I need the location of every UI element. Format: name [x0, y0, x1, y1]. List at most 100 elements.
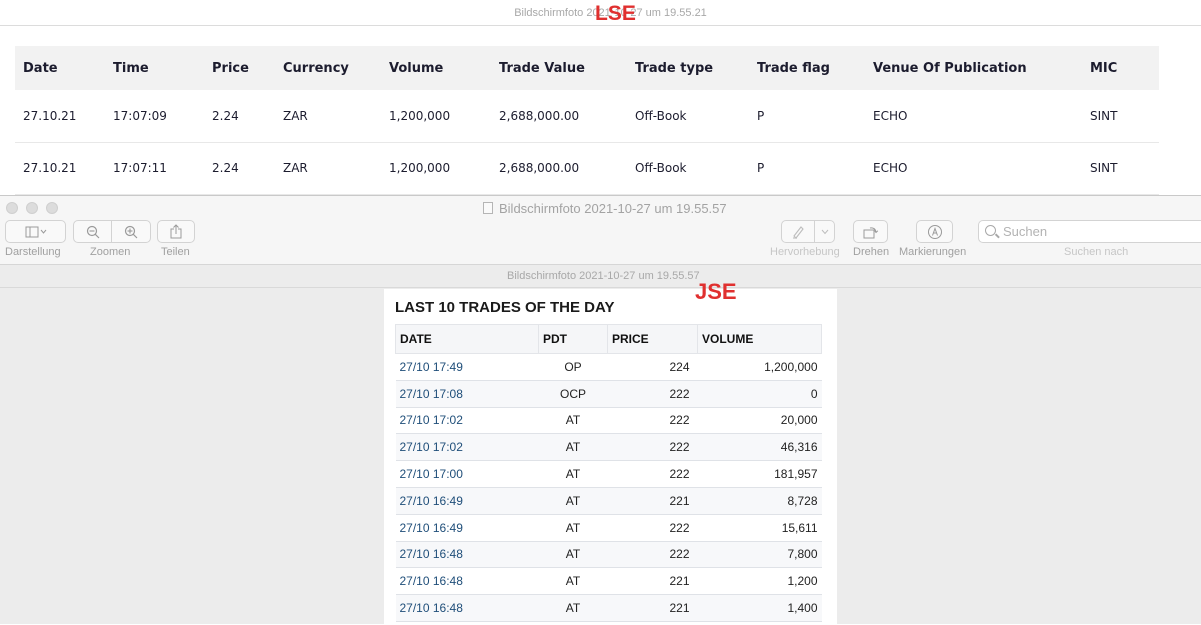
jse-cell-date[interactable]: 27/10 16:49 [395, 514, 539, 542]
jse-annotation: JSE [695, 279, 737, 304]
lse-cell-time: 17:07:11 [113, 142, 212, 195]
lse-cell-trade-type: Off-Book [635, 142, 757, 195]
table-row: 27/10 17:49 OP 224 1,200,000 [395, 353, 822, 381]
jse-cell-volume: 7,800 [697, 541, 822, 569]
jse-cell-volume: 1,200 [697, 567, 822, 596]
table-row: 27/10 17:02 AT 222 20,000 [395, 407, 822, 435]
document-icon [483, 202, 493, 214]
lse-cell-price: 2.24 [212, 142, 283, 195]
lse-cell-venue: ECHO [873, 90, 1090, 143]
rotate-button[interactable] [853, 220, 888, 243]
jse-cell-volume: 46,316 [697, 433, 822, 462]
lse-col-volume: Volume [389, 46, 499, 90]
jse-cell-date[interactable]: 27/10 16:48 [395, 567, 539, 596]
table-row: 27/10 16:49 AT 222 15,611 [395, 514, 822, 542]
view-button[interactable] [5, 220, 66, 243]
jse-cell-volume: 181,957 [697, 460, 822, 488]
back-window-titlebar[interactable]: Bildschirmfoto 2021-10-27 um 19.55.21 [0, 0, 1201, 26]
table-row: 27/10 16:48 AT 221 1,400 [395, 594, 822, 622]
preview-toolbar: Bildschirmfoto 2021-10-27 um 19.55.57 Da… [0, 196, 1201, 265]
lse-cell-mic: SINT [1090, 90, 1159, 143]
lse-cell-currency: ZAR [283, 90, 389, 143]
lse-cell-currency: ZAR [283, 142, 389, 195]
jse-cell-date[interactable]: 27/10 16:48 [395, 594, 539, 622]
lse-col-venue: Venue Of Publication [873, 46, 1090, 90]
window-title-text: Bildschirmfoto 2021-10-27 um 19.55.57 [499, 201, 727, 216]
lse-col-mic: MIC [1090, 46, 1159, 90]
jse-cell-pdt: AT [538, 541, 608, 569]
lse-col-trade-flag: Trade flag [757, 46, 873, 90]
jse-cell-date[interactable]: 27/10 17:49 [395, 353, 539, 381]
table-row: 27.10.21 17:07:09 2.24 ZAR 1,200,000 2,6… [15, 90, 1159, 143]
lse-col-date: Date [15, 46, 113, 90]
jse-document-page: LAST 10 TRADES OF THE DAY DATE PDT PRICE… [384, 289, 837, 625]
lse-col-price: Price [212, 46, 283, 90]
highlight-label: Hervorhebung [770, 246, 840, 258]
jse-cell-pdt: AT [538, 407, 608, 435]
sidebar-icon [25, 226, 46, 237]
zoom-in-button[interactable] [111, 220, 151, 243]
jse-cell-volume: 8,728 [697, 487, 822, 515]
jse-cell-date[interactable]: 27/10 17:02 [395, 407, 539, 435]
rotate-label: Drehen [853, 246, 890, 258]
lse-cell-volume: 1,200,000 [389, 90, 499, 143]
search-label: Suchen nach [1064, 246, 1129, 258]
lse-annotation: LSE [595, 2, 636, 25]
jse-cell-pdt: OCP [538, 380, 608, 408]
jse-col-date: DATE [395, 324, 539, 354]
zoom-in-icon [124, 225, 138, 238]
lse-screenshot-window: Bildschirmfoto 2021-10-27 um 19.55.21 LS… [0, 0, 1201, 196]
lse-cell-trade-flag: P [757, 90, 873, 143]
jse-heading: LAST 10 TRADES OF THE DAY [395, 299, 615, 316]
jse-cell-date[interactable]: 27/10 16:48 [395, 541, 539, 569]
jse-cell-pdt: AT [538, 460, 608, 488]
table-row: 27/10 16:49 AT 221 8,728 [395, 487, 822, 515]
lse-cell-trade-flag: P [757, 142, 873, 195]
jse-cell-price: 222 [607, 433, 698, 462]
lse-cell-venue: ECHO [873, 142, 1090, 195]
jse-cell-volume: 1,200,000 [697, 353, 822, 381]
preview-window: Bildschirmfoto 2021-10-27 um 19.55.57 Da… [0, 195, 1201, 625]
share-button[interactable] [157, 220, 195, 243]
jse-cell-volume: 1,400 [697, 594, 822, 622]
search-input[interactable]: Suchen [978, 220, 1201, 243]
highlighter-icon [793, 225, 804, 239]
share-label: Teilen [161, 246, 190, 258]
highlight-menu-button[interactable] [814, 220, 835, 243]
lse-cell-mic: SINT [1090, 142, 1159, 195]
lse-trades-table: Date Time Price Currency Volume Trade Va… [15, 46, 1159, 195]
jse-cell-price: 222 [607, 460, 698, 488]
markup-button[interactable] [916, 220, 953, 243]
jse-cell-price: 222 [607, 407, 698, 435]
jse-cell-date[interactable]: 27/10 17:02 [395, 433, 539, 462]
minimize-window-button[interactable] [26, 202, 38, 214]
jse-col-volume: VOLUME [697, 324, 822, 354]
jse-cell-date[interactable]: 27/10 16:49 [395, 487, 539, 515]
zoom-label: Zoomen [90, 246, 131, 258]
lse-cell-price: 2.24 [212, 90, 283, 143]
jse-cell-pdt: AT [538, 594, 608, 622]
lse-cell-date: 27.10.21 [15, 142, 113, 195]
lse-cell-trade-type: Off-Book [635, 90, 757, 143]
lse-cell-time: 17:07:09 [113, 90, 212, 143]
lse-col-trade-type: Trade type [635, 46, 757, 90]
window-title: Bildschirmfoto 2021-10-27 um 19.55.57 [483, 201, 727, 216]
jse-cell-date[interactable]: 27/10 17:08 [395, 380, 539, 408]
jse-cell-date[interactable]: 27/10 17:00 [395, 460, 539, 488]
table-row: 27/10 17:00 AT 222 181,957 [395, 460, 822, 488]
jse-header-row: DATE PDT PRICE VOLUME [395, 324, 822, 354]
chevron-down-icon [821, 229, 828, 234]
highlight-button[interactable] [781, 220, 815, 243]
lse-cell-trade-value: 2,688,000.00 [499, 142, 635, 195]
rotate-icon [863, 226, 878, 238]
zoom-out-button[interactable] [73, 220, 112, 243]
jse-cell-price: 221 [607, 567, 698, 596]
table-row: 27/10 16:48 AT 222 7,800 [395, 541, 822, 569]
zoom-window-button[interactable] [46, 202, 58, 214]
document-title: Bildschirmfoto 2021-10-27 um 19.55.57 [507, 270, 700, 282]
jse-cell-pdt: OP [538, 353, 608, 381]
table-row: 27.10.21 17:07:11 2.24 ZAR 1,200,000 2,6… [15, 142, 1159, 195]
jse-cell-price: 222 [607, 514, 698, 542]
lse-col-trade-value: Trade Value [499, 46, 635, 90]
close-window-button[interactable] [6, 202, 18, 214]
